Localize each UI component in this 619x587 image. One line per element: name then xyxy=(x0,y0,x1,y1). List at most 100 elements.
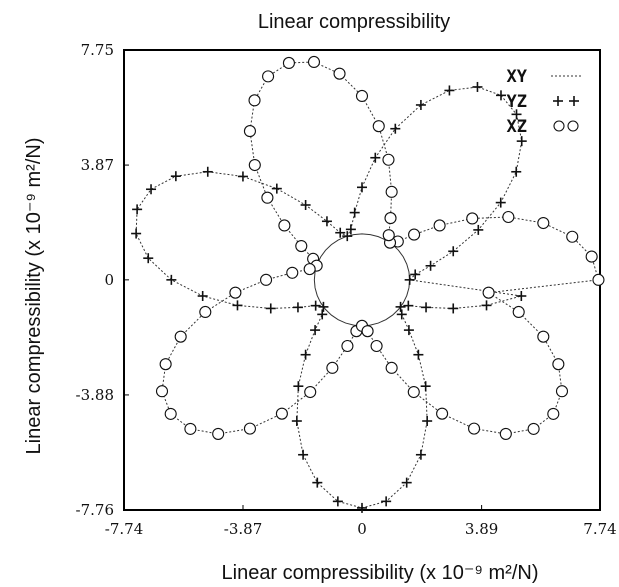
xz-point-14 xyxy=(372,120,385,133)
series-yz-curve xyxy=(135,86,523,509)
yz-point-44 xyxy=(332,496,343,507)
legend-label-xz: XZ xyxy=(507,117,527,137)
yz-point-35 xyxy=(310,300,321,311)
yz-point-58 xyxy=(481,300,492,311)
yz-point-46 xyxy=(381,496,392,507)
x-tick-label-0: -7.74 xyxy=(105,520,143,538)
xz-point-48 xyxy=(385,361,398,374)
yz-point-55 xyxy=(403,300,414,311)
xz-point-51 xyxy=(468,422,481,435)
xz-point-21 xyxy=(243,125,256,138)
y-tick-label-3: -3.88 xyxy=(76,386,114,404)
yz-point-31 xyxy=(197,291,208,302)
yz-point-12 xyxy=(415,99,426,110)
y-axis-label: Linear compressibility (x 10⁻⁹ m²/N) xyxy=(23,138,45,455)
xz-point-24 xyxy=(278,219,291,232)
yz-point-20 xyxy=(321,216,332,227)
xz-point-58 xyxy=(512,305,525,319)
xz-point-29 xyxy=(286,266,299,279)
legend-label-xy: XY xyxy=(507,67,528,87)
x-axis-ticks: -7.74 -3.87 0 3.89 7.74 xyxy=(105,505,617,538)
yz-point-1 xyxy=(410,269,421,280)
yz-point-33 xyxy=(265,303,276,314)
xz-point-37 xyxy=(184,422,197,435)
yz-point-47 xyxy=(401,477,412,488)
xz-point-3 xyxy=(537,216,550,230)
xz-point-23 xyxy=(261,191,274,204)
legend-item-xy: XY xyxy=(507,67,582,87)
y-tick-label-4: -7.76 xyxy=(76,501,114,519)
x-tick-label-2: 0 xyxy=(357,520,367,538)
xz-point-52 xyxy=(499,427,512,440)
xz-point-7 xyxy=(408,228,421,241)
y-axis-ticks: 7.75 3.87 0 -3.88 -7.76 xyxy=(76,41,129,519)
xz-point-38 xyxy=(212,427,225,440)
xz-point-6 xyxy=(433,219,446,232)
xz-point-12 xyxy=(385,185,398,198)
xz-point-47 xyxy=(370,339,383,353)
xz-point-32 xyxy=(199,305,212,319)
legend-item-xz: XZ xyxy=(507,117,579,137)
xz-point-25 xyxy=(295,239,308,253)
xz-point-41 xyxy=(304,385,317,399)
series-xy xyxy=(313,233,411,327)
xz-point-46 xyxy=(361,325,374,338)
series-xy-curve xyxy=(313,233,411,327)
yz-point-15 xyxy=(357,182,367,193)
yz-point-54 xyxy=(395,301,406,312)
yz-point-7 xyxy=(516,136,527,147)
yz-point-26 xyxy=(146,184,157,195)
yz-point-5 xyxy=(495,197,506,208)
xz-point-31 xyxy=(229,286,242,299)
yz-point-34 xyxy=(292,302,303,313)
yz-point-39 xyxy=(300,349,311,360)
yz-point-27 xyxy=(132,204,143,215)
yz-point-49 xyxy=(422,416,433,427)
yz-point-6 xyxy=(511,166,522,177)
xz-point-5 xyxy=(466,212,479,225)
yz-point-11 xyxy=(444,85,455,96)
yz-point-23 xyxy=(237,171,248,182)
xz-point-35 xyxy=(155,385,169,398)
xz-point-30 xyxy=(260,273,273,286)
xz-point-39 xyxy=(243,422,256,435)
yz-point-29 xyxy=(143,253,154,264)
xz-point-20 xyxy=(248,94,261,107)
yz-point-42 xyxy=(298,449,309,460)
xz-point-57 xyxy=(537,330,550,343)
xz-point-54 xyxy=(547,407,560,420)
xz-point-36 xyxy=(164,407,177,420)
yz-point-24 xyxy=(202,166,213,177)
yz-point-48 xyxy=(415,449,426,460)
legend-label-yz: YZ xyxy=(507,92,527,112)
xz-point-34 xyxy=(159,358,172,371)
xz-point-43 xyxy=(341,339,354,353)
plot-frame xyxy=(123,49,601,511)
series-layer xyxy=(131,55,605,513)
yz-point-10 xyxy=(472,81,483,92)
xz-point-28 xyxy=(303,263,316,276)
xz-point-40 xyxy=(275,407,288,420)
x-tick-label-3: 3.89 xyxy=(465,520,498,538)
legend-symbol-xz xyxy=(553,120,579,132)
yz-point-16 xyxy=(349,207,360,218)
xz-point-56 xyxy=(552,358,565,371)
y-tick-label-0: 7.75 xyxy=(81,41,114,59)
yz-point-38 xyxy=(310,325,321,336)
xz-point-22 xyxy=(248,158,261,172)
x-tick-label-1: -3.87 xyxy=(224,520,262,538)
yz-point-51 xyxy=(413,349,424,360)
yz-point-36 xyxy=(318,301,329,312)
y-tick-label-1: 3.87 xyxy=(81,156,114,174)
yz-point-56 xyxy=(421,302,432,313)
xz-point-55 xyxy=(555,385,569,398)
xz-point-19 xyxy=(262,70,275,83)
yz-point-32 xyxy=(232,300,243,311)
yz-point-28 xyxy=(131,228,142,239)
xz-point-42 xyxy=(326,361,339,374)
xz-point-33 xyxy=(174,330,187,343)
yz-point-9 xyxy=(495,90,506,101)
yz-point-4 xyxy=(473,224,484,235)
chart-title: Linear compressibility xyxy=(258,11,450,33)
